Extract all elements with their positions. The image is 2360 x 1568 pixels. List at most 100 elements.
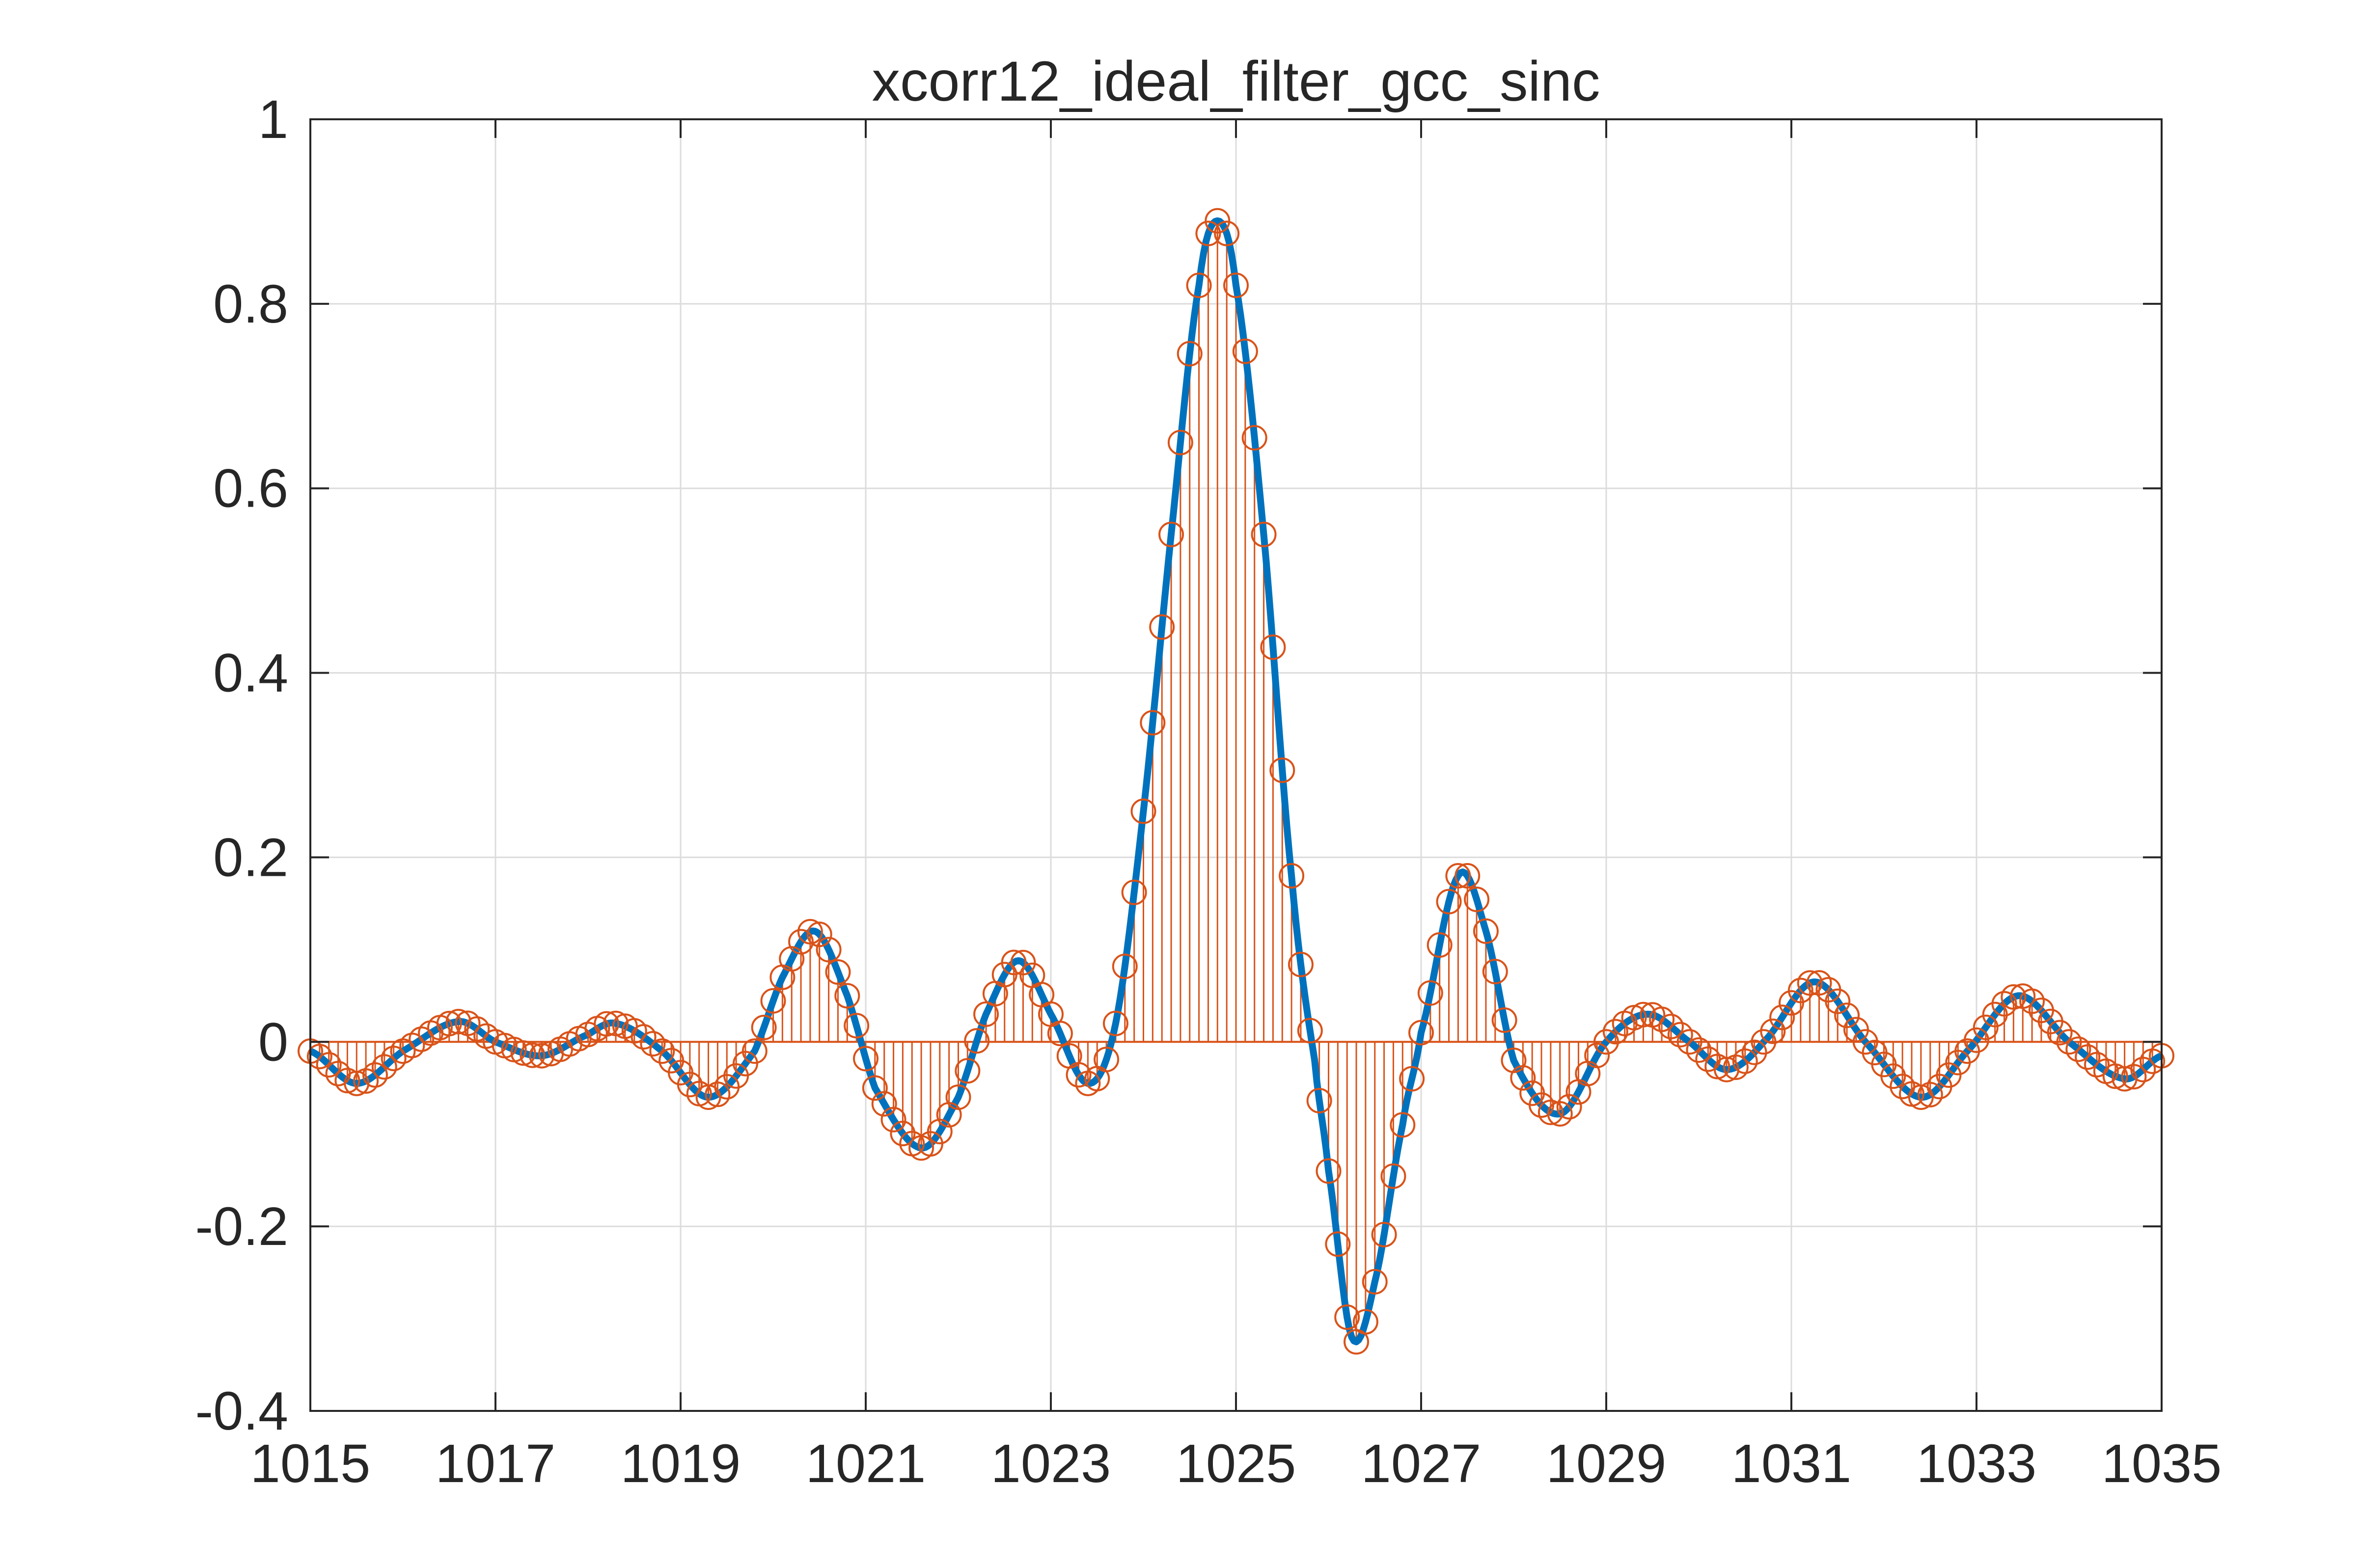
stem-marker xyxy=(1177,341,1203,367)
y-tick-label: 1 xyxy=(258,89,288,150)
stem-marker xyxy=(1556,1094,1582,1120)
y-tick-label: 0.8 xyxy=(213,274,288,334)
stem-marker xyxy=(1112,953,1138,979)
stem-marker xyxy=(1760,1018,1786,1044)
stem-marker xyxy=(1667,1022,1693,1048)
stem-marker xyxy=(1741,1039,1767,1065)
x-tick-label: 1035 xyxy=(2102,1433,2222,1494)
stem-marker xyxy=(779,946,805,972)
stem-marker xyxy=(853,1046,878,1072)
stem-marker xyxy=(2019,988,2045,1014)
stem-marker xyxy=(788,929,814,955)
stem-marker xyxy=(1205,208,1231,234)
stem-marker xyxy=(1306,1088,1332,1114)
stem-marker xyxy=(1214,220,1240,246)
stem-marker xyxy=(797,919,823,945)
stem-marker xyxy=(1241,425,1267,451)
x-tick-label: 1017 xyxy=(436,1433,556,1494)
stem-marker xyxy=(1880,1063,1906,1089)
stem-marker xyxy=(1352,1309,1378,1335)
x-tick-label: 1033 xyxy=(1917,1433,2037,1494)
stem-marker xyxy=(640,1031,666,1057)
stem-marker xyxy=(2056,1029,2082,1055)
stem-marker xyxy=(1445,863,1471,889)
x-tick-label: 1029 xyxy=(1546,1433,1667,1494)
stem-marker xyxy=(1279,863,1305,889)
stem-marker xyxy=(927,1118,953,1144)
stem-marker xyxy=(1288,951,1314,977)
stem-marker xyxy=(1399,1066,1425,1092)
stem-marker xyxy=(1167,430,1193,456)
stem-marker xyxy=(1251,521,1277,547)
stem-marker xyxy=(2075,1044,2101,1070)
stem-marker xyxy=(1094,1047,1120,1073)
stem-marker xyxy=(1140,710,1166,736)
stem-marker xyxy=(834,983,860,1009)
stem-marker xyxy=(1630,1001,1656,1027)
stem-marker xyxy=(1047,1021,1073,1047)
stem-marker xyxy=(1417,980,1443,1006)
stem-marker xyxy=(1806,970,1832,996)
stem-marker xyxy=(1066,1062,1092,1088)
stem-marker xyxy=(1316,1158,1342,1184)
stem-marker xyxy=(890,1120,916,1146)
stem-marker xyxy=(603,1010,629,1036)
stem-marker xyxy=(1260,634,1286,660)
stem-marker xyxy=(1825,988,1851,1014)
stem-marker xyxy=(1232,338,1258,364)
stem-marker xyxy=(2130,1056,2156,1082)
stem-marker xyxy=(1991,991,2017,1017)
stem-marker xyxy=(2001,984,2027,1010)
stem-marker xyxy=(955,1058,981,1084)
stem-marker xyxy=(1408,1020,1434,1046)
stem-marker xyxy=(806,921,832,947)
stem-marker xyxy=(1797,970,1823,996)
stem-marker xyxy=(510,1040,536,1066)
x-tick-labels: 1015 1017 1019 1021 1023 1025 1027 1029 1031 1033… xyxy=(250,1433,2222,1494)
stem-marker xyxy=(649,1038,675,1064)
x-tick-label: 1015 xyxy=(250,1433,371,1494)
stem-marker xyxy=(1362,1269,1388,1295)
y-tick-label: -0.2 xyxy=(195,1196,288,1257)
stem-marker xyxy=(825,959,851,985)
stem-marker xyxy=(520,1042,546,1068)
stem-marker xyxy=(594,1011,620,1037)
stem-marker xyxy=(1121,879,1147,905)
stem-marker xyxy=(862,1075,888,1101)
stem-marker xyxy=(1010,949,1036,975)
stem-marker xyxy=(1371,1221,1397,1247)
stem-marker xyxy=(445,1008,471,1034)
stem-marker xyxy=(1102,1010,1128,1036)
stem-marker xyxy=(1676,1029,1702,1055)
stem-marker xyxy=(880,1107,906,1133)
stem-marker xyxy=(1732,1048,1758,1074)
stem-marker xyxy=(1686,1037,1712,1063)
stem-marker xyxy=(1473,918,1499,944)
stem-marker xyxy=(1427,932,1453,958)
stem-marker xyxy=(1491,1007,1517,1033)
x-tick-label: 1025 xyxy=(1176,1433,1296,1494)
stem-marker xyxy=(1510,1065,1536,1091)
stem-marker xyxy=(436,1011,462,1037)
stem-marker xyxy=(1593,1029,1619,1055)
stem-marker xyxy=(677,1072,703,1098)
stem-marker xyxy=(381,1045,407,1071)
stem-marker xyxy=(334,1068,360,1094)
stem-marker xyxy=(306,1044,332,1070)
tick-marks xyxy=(309,118,2163,1412)
y-tick-label: 0.4 xyxy=(213,643,288,703)
stem-marker xyxy=(751,1015,777,1041)
stem-marker xyxy=(2084,1052,2110,1078)
x-tick-label: 1019 xyxy=(621,1433,741,1494)
chart-title: xcorr12_ideal_filter_gcc_sinc xyxy=(872,50,1600,113)
stem-marker xyxy=(1602,1019,1628,1045)
stem-marker xyxy=(1482,959,1508,985)
stem-marker xyxy=(1964,1027,1989,1053)
stem-marker xyxy=(316,1052,342,1078)
stem-marker xyxy=(1149,614,1175,640)
stem-marker xyxy=(362,1062,388,1088)
stem-marker xyxy=(2065,1036,2091,1062)
stem-marker xyxy=(1936,1062,1962,1088)
stem-marker xyxy=(1649,1006,1675,1032)
